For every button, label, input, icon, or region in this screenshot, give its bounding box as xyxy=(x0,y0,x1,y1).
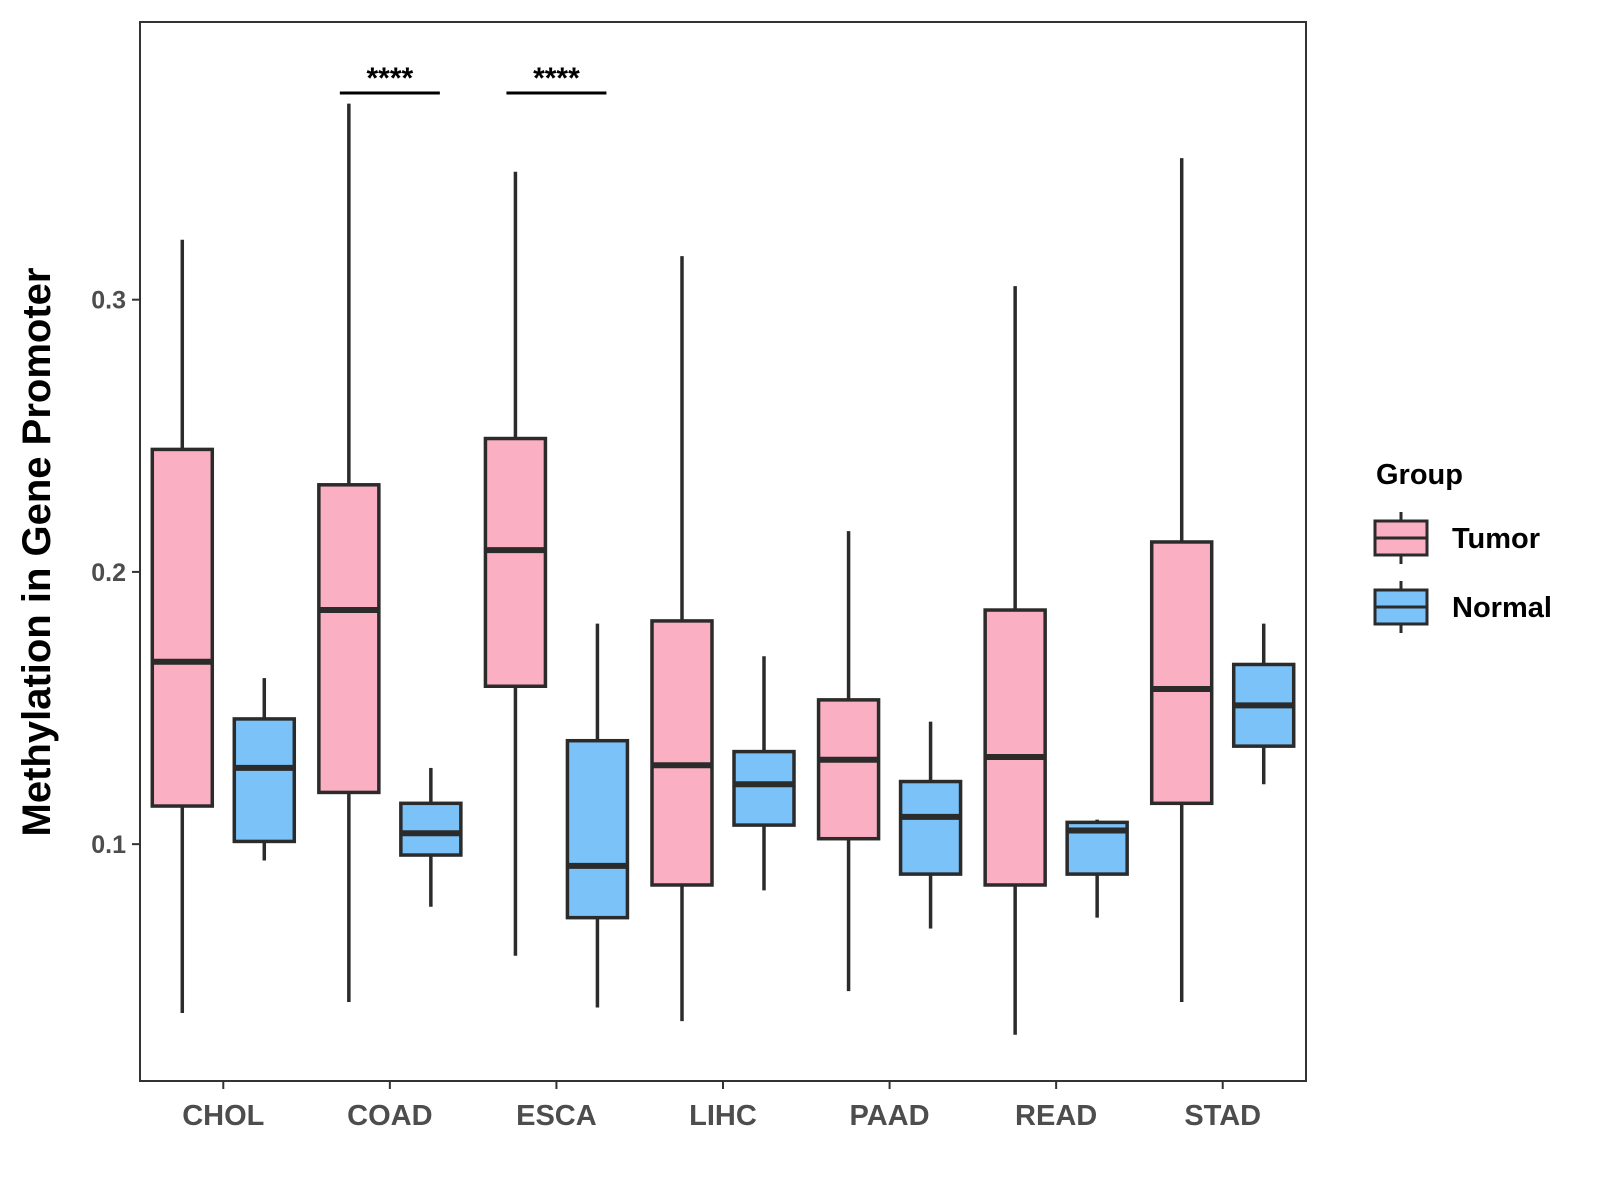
box-body xyxy=(232,717,297,844)
box-body xyxy=(983,608,1047,887)
box-tumor-esca xyxy=(483,171,548,956)
box-normal-paad xyxy=(898,721,963,929)
box-body xyxy=(317,483,381,795)
significance-label-coad: **** xyxy=(367,62,414,95)
box-body xyxy=(483,436,548,689)
box-normal-coad xyxy=(399,767,463,907)
box-tumor-coad xyxy=(317,103,381,1003)
x-tick-label-paad: PAAD xyxy=(850,1100,930,1132)
legend-entry-tumor: Tumor xyxy=(1373,512,1540,564)
legend-entry-normal: Normal xyxy=(1373,581,1552,633)
x-tick-label-chol: CHOL xyxy=(182,1100,264,1132)
box-tumor-lihc xyxy=(650,256,714,1022)
box-body xyxy=(816,698,881,841)
box-body xyxy=(898,779,963,876)
x-tick-label-lihc: LIHC xyxy=(689,1100,757,1132)
significance-label-esca: **** xyxy=(533,62,580,95)
x-tick-label-esca: ESCA xyxy=(516,1100,597,1132)
x-tick-label-coad: COAD xyxy=(347,1100,432,1132)
box-tumor-stad xyxy=(1149,158,1214,1003)
box-tumor-read xyxy=(983,286,1047,1035)
legend-title: Group xyxy=(1376,459,1463,491)
y-tick-label: 0.2 xyxy=(91,559,126,587)
box-normal-lihc xyxy=(732,656,796,891)
legend: Group Tumor Normal xyxy=(1373,459,1552,633)
legend-label-tumor: Tumor xyxy=(1452,523,1540,555)
box-normal-chol xyxy=(232,678,297,861)
y-tick-label: 0.3 xyxy=(91,287,126,315)
box-body xyxy=(150,447,215,808)
legend-label-normal: Normal xyxy=(1452,592,1552,624)
box-normal-stad xyxy=(1231,623,1296,785)
y-axis-label: Methylation in Gene Promoter xyxy=(15,268,59,837)
x-tick-label-read: READ xyxy=(1015,1100,1097,1132)
y-tick-label: 0.1 xyxy=(91,831,126,859)
box-body xyxy=(565,738,630,920)
plot-area: 0.1 0.2 0.3 CHOL COAD ESCA LIHC PAAD READ STAD ***… xyxy=(91,21,1307,1132)
panel-border xyxy=(139,21,1307,1082)
box-body xyxy=(732,749,796,827)
box-tumor-chol xyxy=(150,239,215,1013)
box-normal-read xyxy=(1065,819,1129,918)
box-body xyxy=(650,619,714,887)
box-body xyxy=(399,801,463,857)
box-tumor-paad xyxy=(816,531,881,992)
x-tick-label-stad: STAD xyxy=(1184,1100,1261,1132)
box-body xyxy=(1149,540,1214,806)
box-normal-esca xyxy=(565,623,630,1008)
